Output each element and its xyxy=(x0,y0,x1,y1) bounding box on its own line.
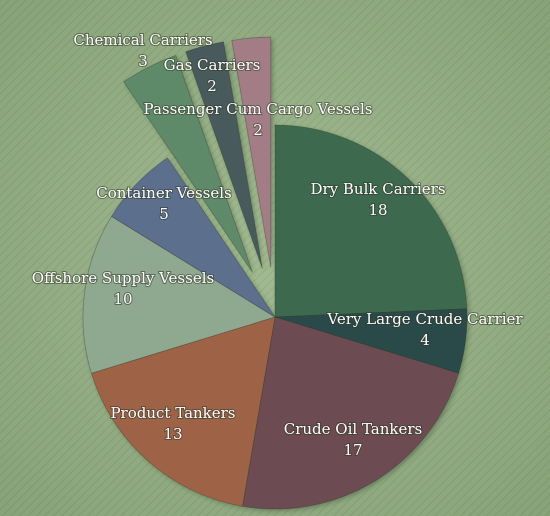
slice-label-offshore-supply-vessels: Offshore Supply Vessels xyxy=(32,269,214,287)
slice-value-gas-carriers: 2 xyxy=(207,77,217,95)
slice-value-very-large-crude-carrier: 4 xyxy=(420,331,430,349)
pie-slice-gas-carriers xyxy=(185,41,263,269)
slice-value-product-tankers: 13 xyxy=(163,425,182,443)
slice-label-product-tankers: Product Tankers xyxy=(110,404,235,422)
pie-slice-product-tankers xyxy=(90,316,276,507)
slice-label-container-vessels: Container Vessels xyxy=(96,184,232,202)
pie-slice-passenger-cum-cargo-vessels xyxy=(231,36,272,268)
slice-label-dry-bulk-carriers: Dry Bulk Carriers xyxy=(310,180,445,198)
pie-labels: Dry Bulk Carriers 18 Very Large Crude Carr… xyxy=(31,30,525,460)
pie-slice-container-vessels xyxy=(110,157,276,318)
slice-value-crude-oil-tankers: 17 xyxy=(343,441,362,459)
pie-slice-offshore-supply-vessels xyxy=(82,215,276,374)
pie-slice-crude-oil-tankers xyxy=(242,316,460,510)
slice-label-very-large-crude-carrier: Very Large Crude Carrier xyxy=(326,310,523,328)
pie-slice-dry-bulk-carriers xyxy=(274,124,468,318)
slice-value-dry-bulk-carriers: 18 xyxy=(368,201,387,219)
slice-label-passenger-cum-cargo-vessels: Passenger Cum Cargo Vessels xyxy=(144,100,373,118)
slice-label-chemical-carriers: Chemical Carriers xyxy=(73,31,212,49)
pie-slices xyxy=(82,36,468,510)
slice-label-gas-carriers: Gas Carriers xyxy=(164,56,261,74)
slice-value-chemical-carriers: 3 xyxy=(138,52,148,70)
slice-value-passenger-cum-cargo-vessels: 2 xyxy=(253,121,263,139)
pie-slice-chemical-carriers xyxy=(123,54,253,273)
slice-label-crude-oil-tankers: Crude Oil Tankers xyxy=(284,420,423,438)
slice-value-container-vessels: 5 xyxy=(159,205,169,223)
slice-value-offshore-supply-vessels: 10 xyxy=(113,290,132,308)
